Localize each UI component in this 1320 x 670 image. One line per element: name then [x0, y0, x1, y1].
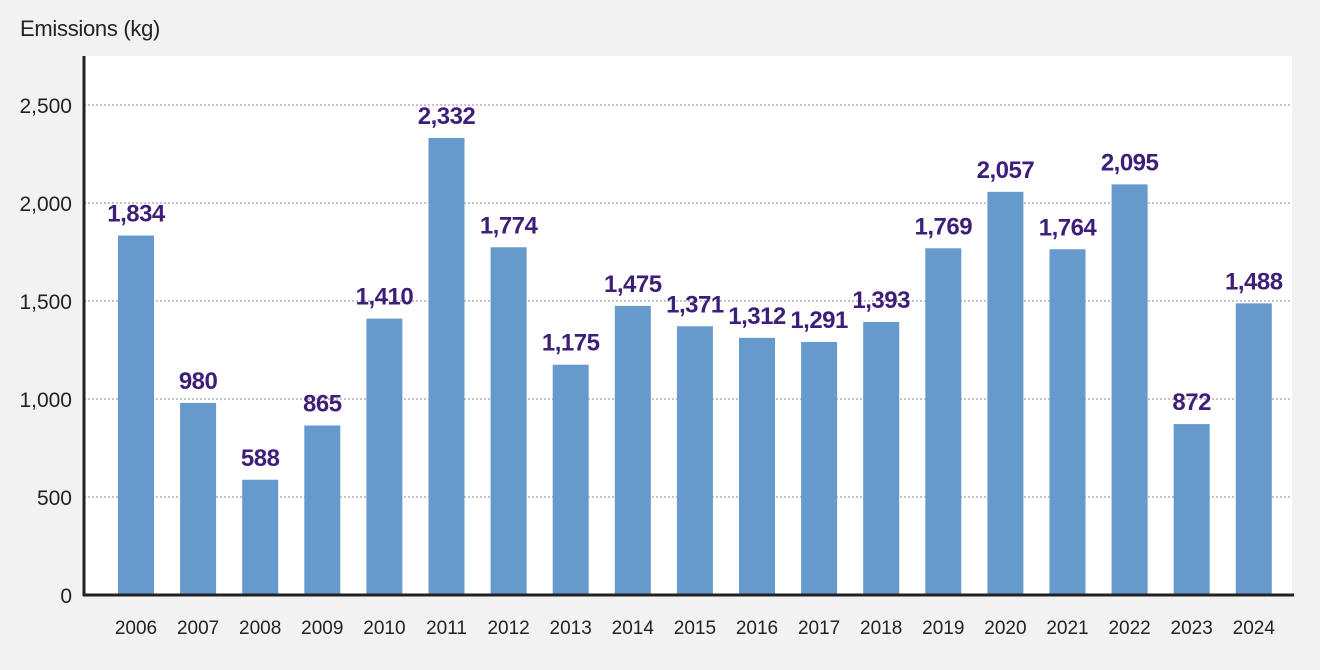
x-tick-label: 2006 [115, 618, 157, 639]
y-tick-label: 2,000 [19, 193, 72, 216]
x-tick-label: 2013 [550, 618, 592, 639]
x-tick-label: 2017 [798, 618, 840, 639]
x-tick-label: 2018 [860, 618, 902, 639]
bar [180, 402, 217, 595]
bar [925, 248, 962, 595]
x-tick-label: 2021 [1046, 618, 1088, 639]
bar [242, 479, 279, 595]
bar [490, 247, 527, 595]
bar [863, 321, 900, 595]
x-tick-label: 2014 [612, 618, 655, 639]
data-label: 1,764 [1039, 214, 1098, 241]
data-label: 865 [303, 390, 342, 417]
x-tick-label: 2019 [922, 618, 964, 639]
x-tick-label: 2011 [426, 618, 467, 639]
data-label: 588 [241, 445, 280, 472]
data-label: 872 [1172, 389, 1211, 416]
y-axis-label: Emissions (kg) [20, 16, 161, 41]
x-tick-label: 2010 [363, 618, 405, 639]
bar [118, 235, 154, 595]
x-tick-label: 2024 [1233, 618, 1276, 639]
bar [739, 337, 775, 595]
y-tick-label: 2,500 [19, 95, 72, 118]
data-label: 980 [179, 368, 218, 395]
data-label: 1,291 [790, 307, 848, 334]
data-label: 1,371 [666, 291, 724, 318]
x-tick-label: 2020 [984, 618, 1026, 639]
bar [552, 364, 589, 595]
x-tick-label: 2009 [301, 618, 343, 639]
data-label: 1,312 [728, 303, 786, 330]
data-label: 1,488 [1225, 268, 1283, 295]
x-tick-label: 2012 [487, 618, 529, 639]
bar [366, 318, 403, 595]
data-label: 2,095 [1101, 149, 1159, 176]
data-label: 1,475 [604, 271, 662, 298]
bar [1111, 184, 1148, 595]
bar [1049, 249, 1086, 596]
y-tick-label: 0 [60, 585, 72, 608]
x-tick-label: 2016 [736, 618, 778, 639]
data-label: 1,393 [852, 287, 910, 314]
bar [1235, 303, 1272, 595]
bar [428, 137, 465, 596]
y-tick-label: 500 [37, 487, 72, 510]
y-tick-label: 1,000 [19, 389, 72, 412]
x-tick-label: 2007 [177, 618, 219, 639]
x-tick-label: 2023 [1171, 618, 1213, 639]
bar [676, 326, 713, 595]
bar [801, 341, 838, 595]
data-label: 1,175 [542, 330, 600, 357]
data-label: 2,057 [977, 157, 1035, 184]
x-tick-label: 2008 [239, 618, 281, 639]
bar [1173, 424, 1210, 595]
data-label: 1,774 [480, 212, 539, 239]
data-label: 1,769 [915, 213, 973, 240]
x-tick-label: 2022 [1108, 618, 1150, 639]
x-tick-label: 2015 [674, 618, 716, 639]
data-label: 1,410 [356, 284, 414, 311]
data-label: 1,834 [107, 201, 166, 228]
y-tick-label: 1,500 [19, 291, 72, 314]
data-label: 2,332 [418, 103, 476, 130]
bar [614, 305, 651, 595]
bar [987, 191, 1024, 595]
bar [304, 425, 341, 595]
